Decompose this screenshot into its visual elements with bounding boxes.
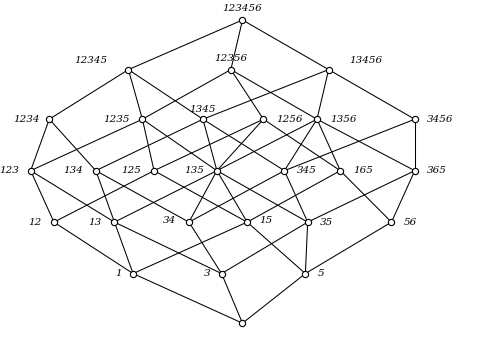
Text: 1345: 1345	[189, 105, 216, 114]
Text: 135: 135	[184, 166, 204, 175]
Text: 3456: 3456	[426, 115, 453, 124]
Text: 13: 13	[89, 218, 102, 227]
Text: 1256: 1256	[276, 115, 302, 124]
Text: 3: 3	[204, 269, 211, 278]
Text: 12345: 12345	[74, 56, 107, 65]
Text: 5: 5	[318, 269, 324, 278]
Text: 12356: 12356	[214, 54, 247, 63]
Text: 125: 125	[121, 166, 141, 175]
Text: 1234: 1234	[14, 115, 40, 124]
Text: 34: 34	[163, 216, 176, 225]
Text: 123: 123	[0, 166, 19, 175]
Text: 123456: 123456	[222, 4, 262, 13]
Text: 15: 15	[259, 216, 272, 225]
Text: 1: 1	[116, 269, 122, 278]
Text: 1356: 1356	[329, 115, 356, 124]
Text: 134: 134	[63, 166, 83, 175]
Text: 35: 35	[319, 218, 333, 227]
Text: 56: 56	[403, 218, 416, 227]
Text: 165: 165	[352, 166, 372, 175]
Text: 12: 12	[28, 218, 41, 227]
Text: 345: 345	[296, 166, 316, 175]
Text: 13456: 13456	[349, 56, 382, 65]
Text: 365: 365	[426, 166, 446, 175]
Text: 1235: 1235	[103, 115, 130, 124]
